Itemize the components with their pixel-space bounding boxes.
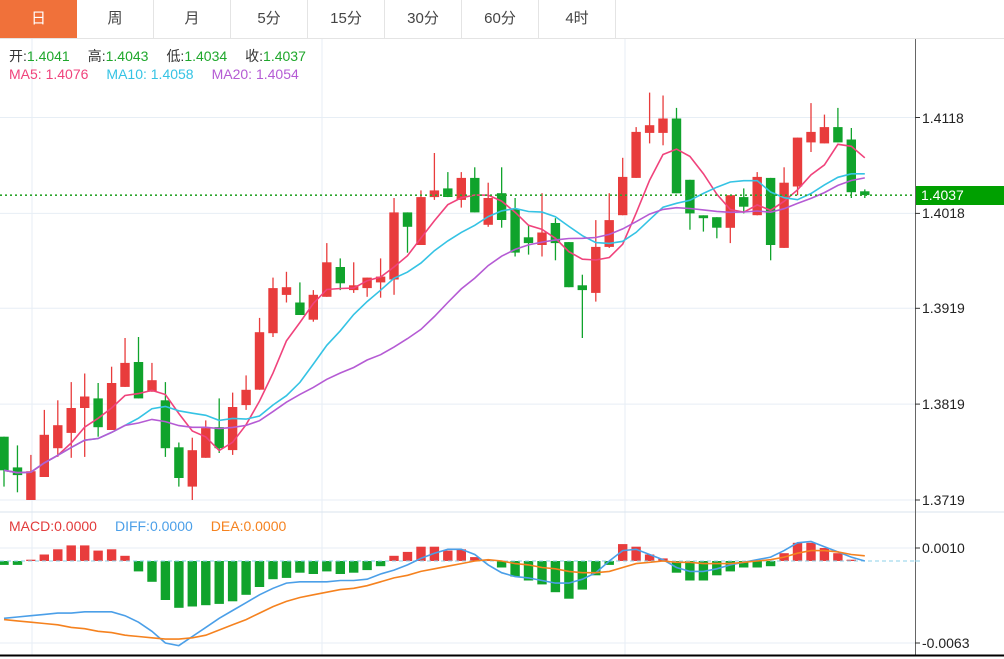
ma10-legend: MA10: 1.4058 <box>106 66 194 82</box>
ohlc-open: 开:1.4041 <box>9 48 70 64</box>
diff-value: DIFF:0.0000 <box>114 518 193 534</box>
ohlc-close: 收:1.4037 <box>245 48 306 64</box>
current-price-badge: 1.4037 <box>916 185 1004 205</box>
dea-value: DEA:0.0000 <box>210 518 287 534</box>
ma10-line <box>3 173 865 474</box>
ma5-line <box>3 143 866 474</box>
diff-line <box>3 540 866 647</box>
tab-15min[interactable]: 15分 <box>308 0 385 38</box>
macd-value: MACD:0.0000 <box>9 518 97 534</box>
tab-4hour[interactable]: 4时 <box>539 0 616 38</box>
axis-ticks-group <box>915 117 920 644</box>
tab-30min[interactable]: 30分 <box>385 0 462 38</box>
macd-hist-group <box>0 542 856 608</box>
grid-group <box>0 38 1004 655</box>
candles-group <box>0 92 870 500</box>
macd-legend: MACD:0.0000 DIFF:0.0000 DEA:0.0000 <box>9 518 286 534</box>
tab-5min[interactable]: 5分 <box>231 0 308 38</box>
dea-line <box>3 549 865 640</box>
ma5-legend: MA5: 1.4076 <box>9 66 89 82</box>
ohlc-legend: 开:1.4041 高:1.4043 低:1.4034 收:1.4037 <box>9 46 306 66</box>
tab-day[interactable]: 日 <box>0 0 77 38</box>
ohlc-low: 低:1.4034 <box>166 48 228 64</box>
tab-60min[interactable]: 60分 <box>462 0 539 38</box>
interval-tabbar: 日 周 月 5分 15分 30分 60分 4时 <box>0 0 1004 39</box>
ma20-legend: MA20: 1.4054 <box>211 66 299 82</box>
ma20-line <box>3 177 865 474</box>
ohlc-high: 高:1.4043 <box>87 48 149 64</box>
bottom-border <box>0 654 1004 657</box>
tab-month[interactable]: 月 <box>154 0 231 38</box>
ma-legend: MA5: 1.4076 MA10: 1.4058 MA20: 1.4054 <box>9 66 299 82</box>
tab-week[interactable]: 周 <box>77 0 154 38</box>
